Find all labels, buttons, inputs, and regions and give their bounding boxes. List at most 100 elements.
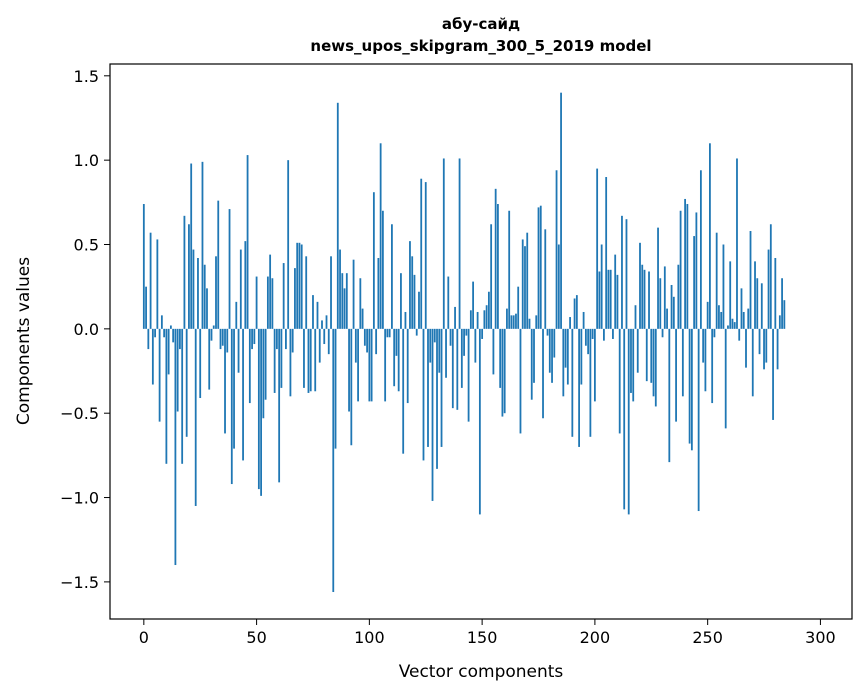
bar-10 xyxy=(165,328,168,464)
bar-43 xyxy=(239,249,242,329)
bar-8 xyxy=(160,315,163,329)
bar-225 xyxy=(650,328,653,383)
bar-21 xyxy=(190,163,193,329)
bar-140 xyxy=(458,158,461,329)
bar-115 xyxy=(402,328,405,454)
bar-68 xyxy=(296,242,299,329)
bar-193 xyxy=(578,328,580,447)
bar-238 xyxy=(679,210,682,329)
bar-142 xyxy=(463,328,465,356)
bar-265 xyxy=(740,288,743,329)
bar-100 xyxy=(368,328,371,402)
bar-11 xyxy=(167,328,170,375)
bar-38 xyxy=(228,209,231,329)
bar-184 xyxy=(557,244,560,329)
bar-109 xyxy=(388,328,391,338)
bar-248 xyxy=(702,328,705,363)
bar-202 xyxy=(598,271,601,329)
bar-121 xyxy=(415,328,418,336)
bar-260 xyxy=(729,261,732,329)
bar-50 xyxy=(255,276,258,329)
bar-42 xyxy=(237,328,240,373)
bar-75 xyxy=(312,295,314,329)
x-axis-label: Vector components xyxy=(399,662,564,682)
bar-138 xyxy=(454,306,456,329)
x-tick-label: 150 xyxy=(467,628,498,647)
bar-108 xyxy=(386,328,389,338)
bar-123 xyxy=(420,178,423,329)
bar-19 xyxy=(185,328,188,437)
bar-55 xyxy=(266,276,269,329)
bar-224 xyxy=(648,271,650,329)
bar-217 xyxy=(632,328,635,402)
bar-277 xyxy=(767,249,770,329)
bar-95 xyxy=(357,328,359,402)
bar-128 xyxy=(431,328,434,501)
plot-area-frame xyxy=(109,63,853,620)
bar-139 xyxy=(456,328,459,410)
bar-268 xyxy=(747,308,750,329)
bar-230 xyxy=(661,328,664,338)
bar-264 xyxy=(738,328,741,341)
bar-107 xyxy=(384,328,387,402)
bar-236 xyxy=(675,328,677,422)
bar-171 xyxy=(528,318,531,329)
bar-167 xyxy=(519,328,522,434)
bar-175 xyxy=(537,207,540,329)
bar-273 xyxy=(758,328,761,355)
bar-191 xyxy=(573,298,576,329)
bar-252 xyxy=(711,328,714,404)
bar-208 xyxy=(612,328,614,339)
bar-29 xyxy=(208,328,211,390)
bar-134 xyxy=(445,328,447,378)
bar-239 xyxy=(681,328,684,397)
x-tick-label: 300 xyxy=(805,628,836,647)
bar-223 xyxy=(645,328,648,382)
bar-12 xyxy=(169,325,172,329)
bar-136 xyxy=(449,328,452,346)
bar-206 xyxy=(607,269,610,329)
bar-266 xyxy=(742,311,745,329)
bar-153 xyxy=(487,291,490,329)
bar-120 xyxy=(413,274,416,329)
bar-219 xyxy=(636,328,639,373)
bar-198 xyxy=(589,328,592,437)
bar-64 xyxy=(287,160,290,329)
bar-47 xyxy=(248,328,251,404)
bar-125 xyxy=(424,182,427,329)
bar-69 xyxy=(298,242,301,329)
bar-207 xyxy=(609,269,612,329)
bar-157 xyxy=(497,204,499,329)
bar-84 xyxy=(332,328,335,593)
bar-182 xyxy=(553,328,556,358)
bar-131 xyxy=(438,328,441,373)
bar-4 xyxy=(151,328,154,385)
bar-226 xyxy=(652,328,655,397)
bar-91 xyxy=(348,328,350,412)
bar-97 xyxy=(361,308,364,329)
bar-13 xyxy=(172,328,175,343)
bar-118 xyxy=(409,241,411,329)
y-tick-label: −1.5 xyxy=(60,573,99,592)
bar-31 xyxy=(212,325,215,329)
bar-211 xyxy=(618,328,621,434)
bar-234 xyxy=(670,284,673,329)
bar-165 xyxy=(515,313,517,329)
bar-32 xyxy=(215,256,217,329)
bar-284 xyxy=(783,300,786,329)
bar-40 xyxy=(233,328,235,449)
bar-243 xyxy=(690,328,693,451)
bar-240 xyxy=(684,198,686,329)
bar-53 xyxy=(262,328,265,419)
bar-74 xyxy=(309,328,312,392)
bar-93 xyxy=(352,259,355,329)
bar-1 xyxy=(145,286,147,329)
bar-186 xyxy=(562,328,565,397)
x-axis-ticks: 0 50 100 150 200 250 300 xyxy=(139,619,836,647)
bar-77 xyxy=(316,301,319,329)
bar-20 xyxy=(188,224,190,329)
bar-72 xyxy=(305,256,308,329)
bar-259 xyxy=(727,325,729,329)
chart-title: абу-сайд xyxy=(442,15,520,33)
